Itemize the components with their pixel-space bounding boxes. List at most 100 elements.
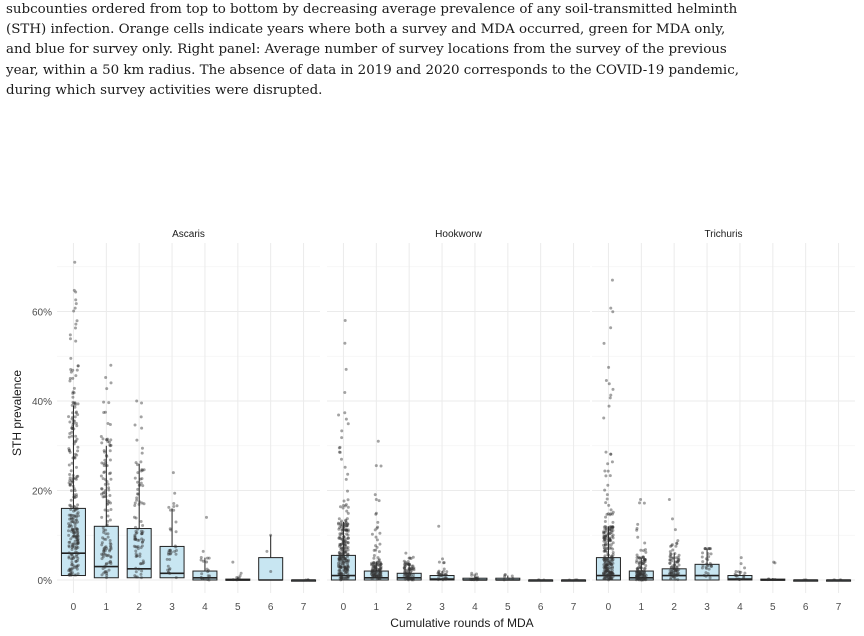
data-point xyxy=(406,562,410,566)
data-point xyxy=(608,571,612,575)
data-point xyxy=(70,461,74,465)
data-point xyxy=(603,572,607,576)
data-point xyxy=(379,574,383,578)
data-point xyxy=(344,540,348,544)
data-point xyxy=(377,550,381,554)
data-point xyxy=(641,574,645,578)
data-point xyxy=(109,363,113,367)
data-point xyxy=(567,578,571,582)
data-point xyxy=(134,575,138,579)
data-point xyxy=(106,482,110,486)
data-point xyxy=(71,473,75,477)
data-point xyxy=(139,519,143,523)
data-point xyxy=(73,455,77,459)
data-point xyxy=(370,569,374,573)
data-point xyxy=(342,525,346,529)
data-point xyxy=(341,549,345,553)
data-point xyxy=(69,504,73,508)
data-point xyxy=(70,426,74,430)
data-point xyxy=(671,556,675,560)
data-point xyxy=(66,529,70,533)
data-point xyxy=(407,562,411,566)
data-point xyxy=(72,477,76,481)
data-point xyxy=(346,572,350,576)
data-point xyxy=(372,556,376,560)
data-point xyxy=(68,473,72,477)
data-point xyxy=(637,570,641,574)
data-point xyxy=(611,553,615,557)
data-point xyxy=(772,560,776,564)
data-point xyxy=(404,576,408,580)
data-point xyxy=(372,553,376,557)
data-point xyxy=(345,524,349,528)
data-point xyxy=(99,434,103,438)
data-point xyxy=(73,440,77,444)
data-point xyxy=(403,577,407,581)
data-point xyxy=(602,558,606,562)
data-point xyxy=(602,573,606,577)
data-point xyxy=(339,521,343,525)
data-point xyxy=(69,524,73,528)
x-tick-label: 6 xyxy=(803,602,809,613)
data-point xyxy=(102,551,106,555)
data-point xyxy=(606,469,610,473)
data-point xyxy=(408,556,412,560)
data-point xyxy=(169,552,173,556)
data-point xyxy=(101,491,105,495)
data-point xyxy=(136,527,140,531)
data-point xyxy=(107,568,111,572)
data-point xyxy=(199,558,203,562)
data-point xyxy=(402,566,406,570)
data-point xyxy=(100,573,104,577)
data-point xyxy=(173,549,177,553)
data-point xyxy=(306,578,310,582)
data-point xyxy=(608,561,612,565)
data-point xyxy=(605,569,609,573)
data-point xyxy=(168,567,172,571)
data-point xyxy=(606,557,610,561)
data-point xyxy=(140,532,144,536)
data-point xyxy=(643,541,647,545)
data-point xyxy=(609,571,613,575)
data-point xyxy=(404,551,408,555)
facet-title: Ascaris xyxy=(172,229,205,240)
data-point xyxy=(609,573,613,577)
data-point xyxy=(603,565,607,569)
data-point xyxy=(105,454,109,458)
data-point xyxy=(337,569,341,573)
data-point xyxy=(644,564,648,568)
data-point xyxy=(635,572,639,576)
data-point xyxy=(76,533,80,537)
data-point xyxy=(104,553,108,557)
data-point xyxy=(611,558,615,562)
data-point xyxy=(607,573,611,577)
data-point xyxy=(402,574,406,578)
data-point xyxy=(606,567,610,571)
data-point xyxy=(343,504,347,508)
data-point xyxy=(72,493,76,497)
data-point xyxy=(167,551,171,555)
data-point xyxy=(635,576,639,580)
data-point xyxy=(76,558,80,562)
data-point xyxy=(733,572,737,576)
data-point xyxy=(709,547,713,551)
data-point xyxy=(642,576,646,580)
data-point xyxy=(68,420,72,424)
data-point xyxy=(668,572,672,576)
data-point xyxy=(611,525,615,529)
caption-line: year, within a 50 km radius. The absence… xyxy=(6,62,739,78)
data-point xyxy=(602,549,606,553)
data-point xyxy=(140,532,144,536)
data-point xyxy=(405,570,409,574)
data-point xyxy=(412,566,416,570)
data-point xyxy=(75,368,79,372)
data-point xyxy=(635,567,639,571)
data-point xyxy=(635,556,639,560)
data-point xyxy=(604,566,608,570)
data-point xyxy=(339,572,343,576)
data-point xyxy=(109,471,113,475)
data-point xyxy=(607,544,611,548)
data-point xyxy=(411,567,415,571)
data-point xyxy=(672,569,676,573)
data-point xyxy=(104,528,108,532)
